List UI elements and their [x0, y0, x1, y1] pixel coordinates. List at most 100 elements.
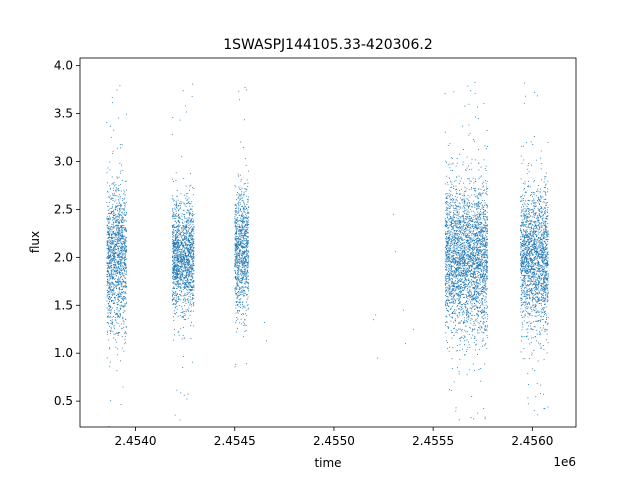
data-point [189, 217, 191, 219]
data-point [451, 312, 453, 314]
data-point [112, 282, 114, 284]
data-point [467, 314, 469, 316]
data-point [112, 200, 114, 201]
data-point [120, 260, 122, 262]
data-point [481, 298, 483, 300]
data-point [474, 335, 476, 337]
data-point [449, 302, 451, 303]
data-point [124, 253, 126, 255]
data-point [464, 280, 466, 282]
data-point [122, 218, 124, 220]
data-point [246, 220, 248, 222]
data-point [108, 245, 110, 247]
data-point [122, 241, 124, 243]
data-point [454, 239, 456, 241]
data-point [479, 329, 481, 330]
data-point [183, 326, 184, 328]
data-point [186, 239, 188, 241]
data-point [171, 298, 173, 300]
data-point [113, 243, 115, 245]
data-point [236, 257, 238, 259]
data-point [182, 258, 184, 260]
data-point [187, 247, 189, 249]
data-point [468, 218, 470, 220]
data-point [120, 250, 122, 252]
data-point [176, 215, 178, 217]
data-point [470, 253, 472, 255]
data-point [125, 318, 127, 320]
data-point [247, 242, 249, 244]
data-point [236, 206, 238, 208]
data-point [118, 315, 120, 317]
data-point [117, 233, 119, 234]
data-point [238, 261, 240, 263]
data-point [115, 205, 117, 207]
data-point [118, 236, 120, 238]
data-point [173, 268, 175, 270]
data-point [458, 240, 460, 242]
data-point [238, 285, 240, 287]
data-point [476, 209, 478, 210]
data-point [185, 229, 187, 231]
data-point [238, 269, 239, 271]
data-point [117, 295, 119, 297]
data-point [245, 213, 247, 215]
data-point [107, 282, 109, 284]
data-point [236, 288, 238, 290]
data-point [178, 298, 180, 300]
data-point [236, 260, 238, 261]
data-point [176, 260, 178, 262]
data-point [448, 253, 450, 255]
data-point [109, 290, 111, 292]
data-point [109, 276, 111, 278]
data-point [118, 224, 120, 226]
data-point [112, 198, 114, 199]
data-point [121, 259, 123, 261]
data-point [183, 239, 185, 241]
data-point [107, 191, 109, 192]
data-point [186, 245, 188, 247]
data-point [244, 250, 246, 252]
data-point [106, 333, 108, 335]
data-point [245, 231, 247, 233]
data-point [476, 317, 478, 319]
data-point [123, 281, 125, 283]
data-point [113, 215, 115, 217]
data-point [115, 258, 117, 260]
data-point [245, 251, 247, 253]
data-point [125, 228, 127, 230]
data-point [465, 276, 466, 278]
data-point [173, 297, 175, 298]
data-point [236, 212, 238, 214]
data-point [182, 286, 184, 288]
data-point [241, 276, 243, 278]
data-point [123, 326, 125, 328]
data-point [125, 326, 127, 328]
data-point [485, 242, 487, 244]
data-point [124, 240, 126, 242]
data-point [181, 272, 183, 274]
data-point [186, 259, 188, 261]
data-point [176, 207, 178, 209]
data-point [183, 245, 185, 247]
data-point [238, 255, 240, 256]
data-point [185, 105, 187, 107]
data-point [240, 227, 242, 229]
data-point [172, 225, 174, 227]
data-point [114, 260, 116, 261]
data-point [242, 305, 244, 307]
data-point [111, 259, 113, 261]
data-point [243, 261, 245, 263]
data-point [121, 276, 122, 278]
data-point [118, 271, 120, 273]
data-point [113, 261, 115, 263]
data-point [234, 269, 236, 271]
data-point [120, 204, 122, 206]
data-point [238, 295, 240, 297]
data-point [241, 246, 242, 248]
data-point [112, 152, 114, 154]
data-point [247, 231, 248, 233]
data-point [453, 327, 455, 329]
data-point [235, 237, 237, 239]
data-point [109, 293, 111, 295]
